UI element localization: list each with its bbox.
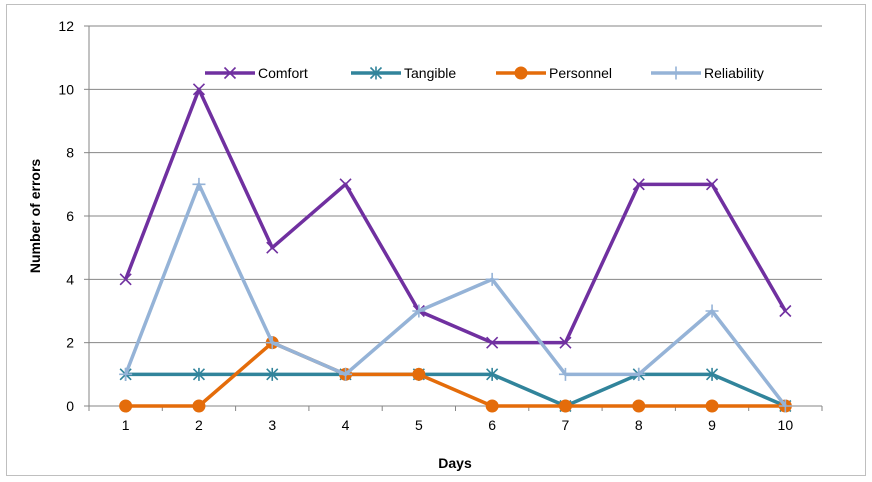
legend-label-comfort: Comfort xyxy=(258,65,308,81)
legend-item-reliability: Reliability xyxy=(651,65,764,81)
legend-marker-personnel xyxy=(514,66,528,80)
x-tick-label: 1 xyxy=(122,417,130,433)
data-point-reliability xyxy=(339,367,353,381)
data-point-reliability xyxy=(632,367,646,381)
legend-item-tangible: Tangible xyxy=(351,65,456,81)
legend-label-tangible: Tangible xyxy=(404,65,456,81)
data-point-reliability xyxy=(485,272,499,286)
data-point-reliability xyxy=(412,304,426,318)
series-line-reliability xyxy=(124,182,787,408)
x-tick-label: 8 xyxy=(635,417,643,433)
x-tick-label: 7 xyxy=(562,417,570,433)
data-point-comfort xyxy=(486,336,499,349)
series-line-personnel xyxy=(125,340,786,408)
legend-label-personnel: Personnel xyxy=(549,65,612,81)
data-point-personnel xyxy=(119,399,133,413)
data-point-personnel xyxy=(632,399,646,413)
data-point-personnel xyxy=(558,399,572,413)
y-tick-label: 2 xyxy=(66,335,74,351)
data-point-personnel xyxy=(412,367,426,381)
series-reliability xyxy=(119,177,792,413)
data-point-reliability xyxy=(778,399,792,413)
x-tick-label: 2 xyxy=(195,417,203,433)
data-point-personnel xyxy=(485,399,499,413)
x-tick-label: 3 xyxy=(268,417,276,433)
data-point-comfort xyxy=(632,178,645,191)
data-point-comfort xyxy=(119,273,132,286)
y-tick-label: 12 xyxy=(58,18,74,34)
legend-item-personnel: Personnel xyxy=(496,65,612,81)
x-axis-title: Days xyxy=(438,455,472,471)
data-point-tangible xyxy=(705,367,719,381)
data-point-tangible xyxy=(486,367,499,381)
data-point-comfort xyxy=(339,178,352,191)
legend-marker-comfort xyxy=(223,66,237,80)
legend-item-comfort: Comfort xyxy=(205,65,308,81)
x-tick-label: 4 xyxy=(342,417,350,433)
y-tick-label: 4 xyxy=(66,271,74,287)
y-tick-label: 8 xyxy=(66,145,74,161)
data-point-reliability xyxy=(119,367,133,381)
legend-marker-reliability xyxy=(669,66,683,80)
data-point-reliability xyxy=(265,336,279,350)
chart-frame xyxy=(6,4,866,476)
y-axis-title: Number of errors xyxy=(27,159,43,274)
data-point-personnel xyxy=(192,399,206,413)
y-tick-label: 6 xyxy=(66,208,74,224)
x-tick-label: 9 xyxy=(708,417,716,433)
x-tick-label: 6 xyxy=(488,417,496,433)
y-tick-label: 10 xyxy=(58,81,74,97)
y-tick-label: 0 xyxy=(66,398,74,414)
data-point-reliability xyxy=(558,367,572,381)
legend: Comfort Tangible Personnel Reliability xyxy=(205,65,764,81)
gridlines xyxy=(89,25,822,344)
data-point-reliability xyxy=(192,177,206,191)
x-tick-label: 10 xyxy=(778,417,794,433)
data-point-personnel xyxy=(705,399,719,413)
data-point-comfort xyxy=(266,241,279,254)
series-lines xyxy=(119,83,792,413)
data-point-comfort xyxy=(192,83,206,96)
data-point-comfort xyxy=(559,336,572,349)
data-point-tangible xyxy=(192,367,206,381)
data-point-comfort xyxy=(779,304,792,318)
x-tick-label: 5 xyxy=(415,417,423,433)
data-point-comfort xyxy=(705,178,719,191)
legend-marker-tangible xyxy=(369,66,383,80)
data-point-tangible xyxy=(266,367,279,381)
data-point-reliability xyxy=(705,304,719,318)
series-line-comfort xyxy=(124,87,787,345)
legend-label-reliability: Reliability xyxy=(704,65,764,81)
